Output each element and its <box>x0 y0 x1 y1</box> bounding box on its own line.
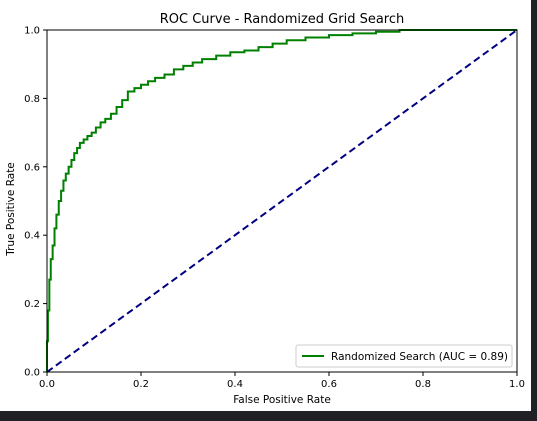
x-tick-label: 1.0 <box>509 379 525 390</box>
y-tick-label: 0.6 <box>24 162 40 173</box>
roc-chart: ROC Curve - Randomized Grid Search False… <box>5 12 525 406</box>
y-tick-label: 1.0 <box>24 26 40 37</box>
y-tick-label: 0.8 <box>24 94 40 105</box>
ticks-layer: 0.0 0.2 0.4 0.6 0.8 1.0 0.0 0.2 0.4 0.6 0.8 1.0 <box>24 26 525 391</box>
plot-area <box>46 29 518 373</box>
x-axis-label: False Positive Rate <box>233 394 331 406</box>
legend-label: Randomized Search (AUC = 0.89) <box>331 351 508 363</box>
figure: ROC Curve - Randomized Grid Search False… <box>0 0 531 411</box>
x-tick-label: 0.8 <box>415 379 431 390</box>
x-tick-label: 0.0 <box>39 379 55 390</box>
x-tick-label: 0.6 <box>321 379 337 390</box>
chart-title: ROC Curve - Randomized Grid Search <box>160 12 405 27</box>
legend: Randomized Search (AUC = 0.89) <box>295 344 513 368</box>
x-tick-label: 0.4 <box>227 379 243 390</box>
roc-curve-line <box>46 29 517 372</box>
legend-box <box>295 344 513 368</box>
y-tick-label: 0.2 <box>24 299 40 310</box>
y-tick-label: 0.4 <box>24 231 40 242</box>
x-tick-label: 0.2 <box>133 379 149 390</box>
plot-frame <box>46 29 518 373</box>
y-axis-label: True Positive Rate <box>5 162 17 257</box>
y-tick-label: 0.0 <box>24 368 40 379</box>
chance-diagonal-line <box>46 29 518 373</box>
